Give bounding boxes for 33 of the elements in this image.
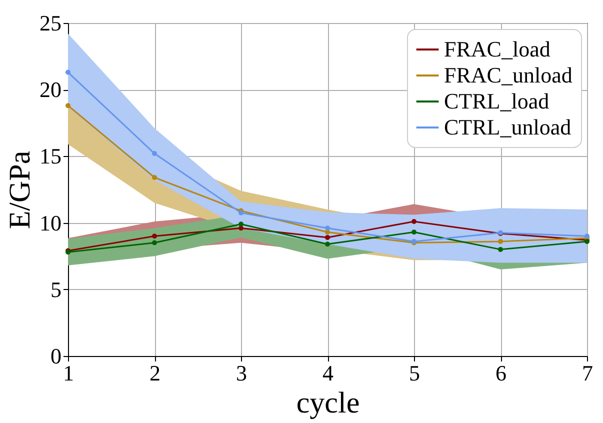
legend-label: CTRL_load — [444, 88, 550, 114]
point — [498, 246, 503, 252]
y-tick-label: 25 — [40, 10, 62, 36]
x-tick-label: 4 — [322, 360, 334, 386]
x-tick-label: 3 — [236, 360, 247, 386]
point — [498, 238, 503, 244]
point — [412, 230, 416, 235]
y-tick-label: 10 — [40, 210, 62, 236]
y-tick-label: 0 — [50, 344, 62, 368]
point — [325, 234, 330, 240]
point — [152, 175, 157, 180]
y-tick-label: 20 — [40, 77, 62, 102]
point — [152, 234, 157, 239]
legend-label: CTRL_unload — [444, 114, 572, 140]
x-axis-title: cycle — [296, 386, 360, 420]
y-tick-label: 5 — [50, 276, 62, 302]
x-tick-label: 5 — [409, 360, 420, 386]
point — [412, 218, 416, 224]
point — [66, 103, 70, 108]
y-axis-title: E/GPa — [4, 150, 36, 230]
y-tick-label: 15 — [40, 144, 62, 169]
point — [152, 151, 157, 156]
point — [66, 70, 70, 75]
point — [152, 240, 157, 246]
point — [325, 242, 330, 247]
x-tick-label: 2 — [150, 360, 160, 386]
legend-label: FRAC_unload — [444, 62, 572, 88]
point — [238, 222, 244, 227]
x-tick-label: 7 — [582, 360, 593, 386]
legend-label: FRAC_load — [444, 36, 550, 62]
point — [325, 226, 330, 231]
x-tick-label: 6 — [496, 360, 506, 386]
x-tick-label: 1 — [63, 360, 74, 386]
